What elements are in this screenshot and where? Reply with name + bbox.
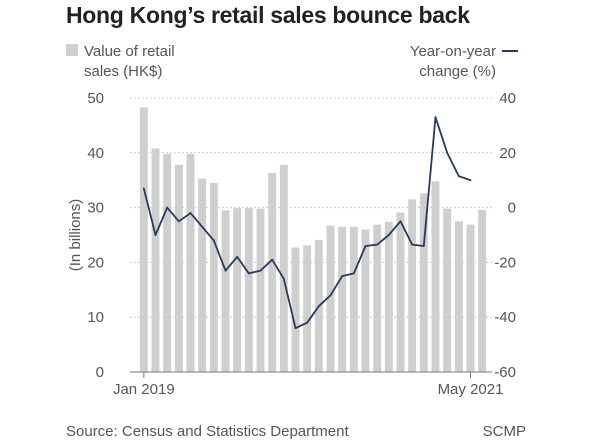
- bar: [396, 212, 405, 372]
- bar: [163, 153, 172, 372]
- bar: [419, 193, 428, 372]
- yoy-point: [469, 179, 472, 182]
- yoy-point: [341, 275, 344, 277]
- bar: [384, 221, 393, 372]
- line-swatch-icon: [502, 50, 518, 52]
- yoy-point: [189, 212, 192, 214]
- yoy-point: [352, 272, 355, 275]
- bar: [291, 247, 300, 372]
- y-tick-label: 20: [87, 254, 104, 271]
- bar: [408, 199, 417, 372]
- yoy-point: [271, 258, 274, 261]
- yoy-point: [329, 294, 332, 297]
- legend-retail-sales: Value of retail sales (HK$): [66, 42, 175, 82]
- yoy-point: [142, 187, 145, 190]
- legend-yoy-change: Year-on-year change (%): [410, 42, 518, 82]
- bar: [454, 221, 463, 372]
- source-note: Source: Census and Statistics Department: [66, 423, 349, 440]
- y-tick-label: 10: [87, 309, 104, 326]
- yoy-point: [411, 243, 414, 246]
- bar: [244, 208, 253, 372]
- bar: [466, 224, 475, 372]
- yoy-point: [236, 256, 239, 258]
- yoy-point: [294, 327, 297, 330]
- chart-title: Hong Kong’s retail sales bounce back: [66, 2, 470, 28]
- y-tick-label: 40: [87, 145, 104, 162]
- bar: [431, 181, 440, 372]
- y2-tick-label: -20: [494, 254, 516, 271]
- yoy-point: [154, 234, 157, 236]
- yoy-point: [457, 175, 460, 177]
- bar: [279, 164, 288, 372]
- y2-tick-label: -60: [494, 364, 516, 381]
- yoy-point: [282, 277, 285, 280]
- bar: [198, 178, 207, 372]
- legend-right-line2: change (%): [419, 63, 496, 80]
- y-tick-label: 0: [96, 364, 104, 381]
- bar-swatch-icon: [66, 44, 78, 56]
- yoy-point: [177, 220, 180, 223]
- bar: [303, 245, 312, 372]
- y-axis-label: (In billions): [67, 199, 84, 272]
- bar: [174, 164, 183, 372]
- yoy-point: [166, 206, 169, 209]
- y2-tick-label: 40: [499, 90, 516, 107]
- legend-left-line1: Value of retail: [84, 43, 175, 60]
- y2-tick-label: -40: [494, 309, 516, 326]
- bar: [233, 208, 242, 372]
- yoy-point: [422, 245, 425, 247]
- yoy-point: [434, 116, 437, 119]
- bar: [151, 148, 160, 372]
- bar: [349, 226, 358, 372]
- yoy-point: [446, 151, 449, 154]
- credit-label: SCMP: [482, 423, 526, 440]
- yoy-point: [201, 225, 204, 228]
- y-tick-label: 30: [87, 200, 104, 217]
- x-tick-label: May 2021: [438, 381, 504, 398]
- yoy-point: [224, 269, 227, 272]
- yoy-point: [376, 243, 379, 246]
- yoy-point: [259, 269, 262, 272]
- bar: [373, 224, 382, 372]
- bar: [338, 226, 347, 372]
- legend-right-line1: Year-on-year: [409, 43, 496, 60]
- yoy-point: [399, 220, 402, 223]
- yoy-point: [247, 272, 250, 275]
- bar: [186, 153, 195, 372]
- bar: [268, 173, 277, 372]
- bar: [478, 209, 487, 372]
- bar: [361, 229, 370, 372]
- x-tick-label: Jan 2019: [113, 381, 175, 398]
- yoy-point: [212, 239, 215, 242]
- yoy-point: [387, 234, 390, 236]
- yoy-point: [306, 321, 309, 324]
- bar: [443, 208, 452, 372]
- legend-left-line2: sales (HK$): [84, 63, 163, 80]
- bar: [326, 225, 335, 372]
- bar: [221, 210, 230, 372]
- y2-tick-label: 20: [499, 145, 516, 162]
- yoy-point: [364, 245, 367, 247]
- bar: [209, 182, 218, 372]
- y-tick-label: 50: [87, 90, 104, 107]
- bar: [256, 208, 265, 372]
- yoy-point: [317, 305, 320, 308]
- y2-tick-label: 0: [508, 200, 516, 217]
- bar: [139, 107, 148, 372]
